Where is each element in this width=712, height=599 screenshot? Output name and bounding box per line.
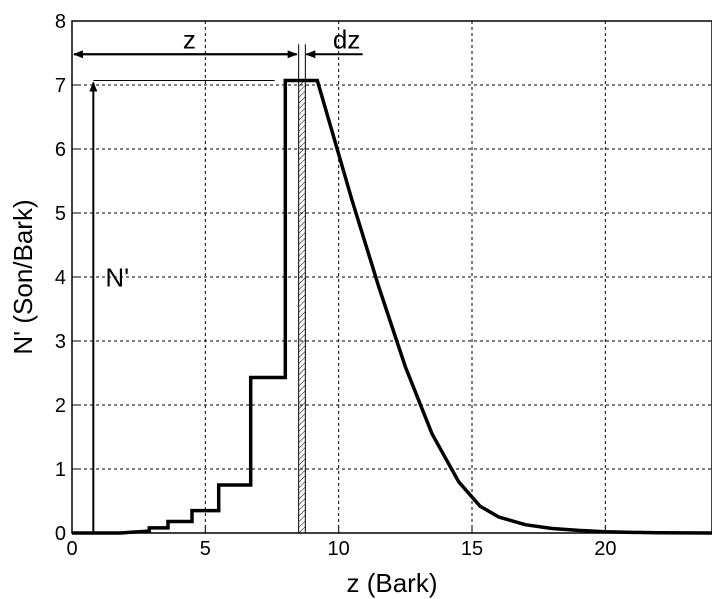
y-tick-label: 6 bbox=[55, 139, 66, 161]
x-tick-label: 15 bbox=[461, 538, 483, 560]
ticks: 0 5 10 15 20 0 1 2 3 4 5 6 7 8 bbox=[55, 11, 617, 560]
x-tick-label: 20 bbox=[594, 538, 616, 560]
y-axis-label: N' (Son/Bark) bbox=[8, 199, 38, 354]
x-tick-label: 0 bbox=[66, 538, 77, 560]
y-tick-label: 1 bbox=[55, 459, 66, 481]
grid bbox=[72, 21, 712, 533]
x-tick-label: 5 bbox=[200, 538, 211, 560]
z-annotation-label: z bbox=[183, 24, 196, 54]
y-tick-label: 2 bbox=[55, 395, 66, 417]
y-tick-label: 7 bbox=[55, 75, 66, 97]
y-tick-label: 0 bbox=[55, 523, 66, 545]
dz-strip bbox=[298, 80, 306, 534]
y-tick-label: 3 bbox=[55, 331, 66, 353]
nprime-annotation-label: N' bbox=[105, 263, 129, 293]
x-axis-label: z (Bark) bbox=[347, 568, 438, 598]
y-tick-label: 5 bbox=[55, 203, 66, 225]
series-line bbox=[72, 78, 712, 535]
dz-annotation-label: dz bbox=[333, 24, 360, 54]
x-tick-label: 10 bbox=[328, 538, 350, 560]
y-tick-label: 4 bbox=[55, 267, 66, 289]
y-tick-label: 8 bbox=[55, 11, 66, 33]
